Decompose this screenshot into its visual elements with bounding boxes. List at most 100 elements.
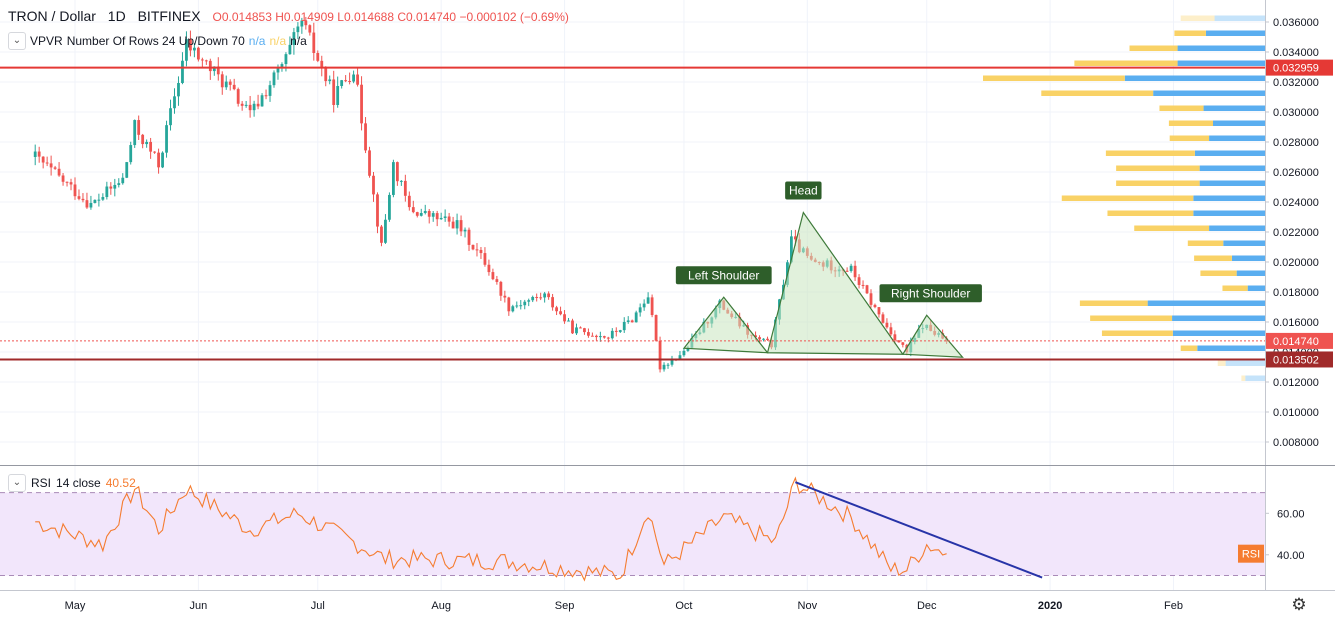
candle	[849, 263, 853, 273]
candle	[845, 267, 849, 272]
time-tick-label: Sep	[555, 600, 575, 612]
candle-body	[196, 47, 200, 60]
candle-body	[555, 307, 558, 312]
vpvr-params: Number Of Rows 24 Up/Down 70	[66, 34, 245, 48]
candle	[368, 146, 371, 178]
price-axis-bg	[1265, 0, 1335, 465]
vpvr-label[interactable]: VPVR	[30, 34, 63, 48]
candle	[602, 335, 606, 339]
rsi-label[interactable]: RSI	[31, 476, 52, 490]
head-label: Head	[785, 181, 822, 200]
candle-body	[419, 213, 423, 216]
candle-body	[638, 307, 642, 313]
candle	[539, 292, 543, 301]
candle	[762, 338, 765, 342]
candle	[264, 89, 268, 100]
price-tick-label: 0.036000	[1273, 17, 1319, 29]
candle	[85, 192, 89, 209]
candle	[575, 323, 578, 335]
time-tick-label: Nov	[798, 600, 818, 612]
candle-body	[93, 199, 97, 203]
candle-body	[356, 74, 359, 85]
volume-bar-down	[1116, 165, 1200, 171]
candle-body	[228, 81, 232, 85]
candle-body	[105, 186, 109, 198]
volume-bar-up	[1172, 315, 1265, 321]
candle-body	[658, 340, 662, 370]
volume-bar-down	[1134, 225, 1210, 231]
candle	[89, 195, 93, 210]
candle	[515, 301, 519, 309]
candle-body	[165, 125, 168, 153]
candle-body	[49, 163, 53, 168]
price-axis: 0.036000 0.034000 0.032000 0.030000 0.028000…	[1265, 0, 1335, 590]
candle	[758, 335, 761, 343]
candle	[658, 336, 662, 373]
candle-body	[606, 337, 610, 339]
chevron-icon[interactable]: ⌄	[8, 474, 26, 492]
candle	[407, 191, 411, 211]
candle	[117, 178, 121, 188]
volume-bar-up	[1247, 285, 1265, 291]
rsi-params: 14 close	[56, 476, 101, 490]
candle-body	[563, 314, 566, 322]
candle-body	[244, 104, 248, 106]
candle	[650, 294, 654, 318]
candle	[216, 57, 220, 81]
price-tick-label: 0.016000	[1273, 317, 1319, 329]
candle-body	[885, 322, 889, 328]
rsi-line	[35, 476, 947, 582]
candle-body	[766, 338, 769, 340]
interval-label[interactable]: 1D	[107, 8, 126, 24]
candle	[169, 99, 172, 131]
candle	[157, 148, 160, 174]
candle-body	[288, 44, 292, 55]
symbol-title[interactable]: TRON / Dollar	[8, 8, 96, 24]
candle	[113, 178, 117, 197]
candle-body	[411, 207, 415, 213]
candle-body	[650, 297, 654, 316]
candle-body	[121, 177, 125, 184]
candle	[81, 193, 85, 203]
candle	[53, 165, 57, 170]
candle-body	[881, 314, 885, 323]
candle	[901, 342, 905, 348]
volume-bar-up	[1194, 150, 1265, 156]
candle	[885, 318, 889, 329]
right-shoulder-label: Right Shoulder	[879, 284, 982, 303]
candle-body	[220, 74, 224, 88]
candle	[579, 326, 582, 329]
rsi-legend: ⌄ RSI 14 close 40.52	[8, 474, 136, 492]
candle-body	[471, 244, 475, 250]
candle	[320, 55, 324, 77]
candle	[670, 355, 674, 367]
candle	[491, 268, 495, 281]
candle-body	[252, 103, 256, 111]
vpvr-na-total: n/a	[290, 34, 307, 48]
candle-body	[614, 330, 618, 332]
candle-body	[622, 321, 626, 331]
candle	[248, 95, 252, 118]
candle	[606, 336, 610, 343]
candle-body	[467, 229, 471, 245]
candle	[272, 70, 276, 88]
candle-body	[260, 95, 264, 107]
candle-body	[869, 293, 873, 305]
candle-body	[204, 60, 208, 62]
vpvr-legend: ⌄ VPVR Number Of Rows 24 Up/Down 70 n/a …	[8, 32, 307, 50]
candle	[459, 215, 463, 237]
candle	[300, 17, 304, 34]
rsi-tick-label: 40.00	[1277, 550, 1305, 562]
candle-body	[368, 150, 371, 176]
candle	[495, 275, 499, 285]
gear-icon[interactable]: ⚙	[1291, 595, 1307, 614]
candle	[392, 159, 395, 198]
ohlc-change: −0.000102 (−0.69%)	[459, 10, 569, 24]
candle-body	[384, 219, 387, 243]
candle-body	[463, 229, 467, 232]
chevron-icon[interactable]: ⌄	[8, 32, 26, 50]
candle-body	[451, 221, 455, 229]
volume-bar-up	[1231, 255, 1265, 261]
ohlc-high: H0.014909	[275, 10, 334, 24]
